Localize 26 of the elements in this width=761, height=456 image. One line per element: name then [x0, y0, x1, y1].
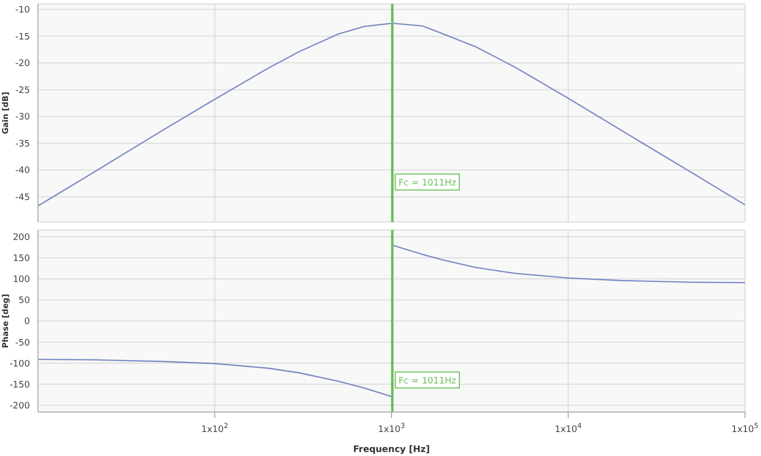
x-tick-label: 1x10$^{3}$: [378, 422, 405, 435]
y-tick-label: 200: [12, 232, 30, 243]
ref-line-label: Fc = 1011Hz: [398, 178, 456, 189]
y-tick-label: -25: [15, 86, 30, 96]
y-tick-label: -20: [15, 59, 30, 70]
y-tick-label: -35: [15, 139, 30, 150]
y-tick-label: -150: [10, 380, 30, 390]
y-tick-label: -10: [15, 6, 30, 16]
ref-line-label: Fc = 1011Hz: [398, 376, 456, 386]
y-axis-title: Gain [dB]: [1, 92, 10, 134]
y-tick-label: -30: [15, 112, 30, 123]
y-tick-label: 100: [12, 275, 30, 286]
y-tick-label: 50: [18, 296, 30, 306]
y-tick-label: 150: [12, 254, 30, 264]
x-tick-label: 1x10$^{5}$: [732, 422, 758, 435]
y-axis-title: Phase [deg]: [1, 294, 10, 348]
y-tick-label: -100: [10, 359, 30, 370]
x-tick-label: 1x10$^{2}$: [201, 422, 228, 435]
x-axis-title: Frequency [Hz]: [353, 445, 430, 455]
y-tick-label: -45: [15, 193, 30, 204]
y-tick-label: -40: [15, 166, 30, 176]
x-tick-label: 1x10$^{4}$: [554, 422, 582, 435]
y-tick-label: -15: [15, 32, 30, 42]
y-tick-label: -200: [10, 401, 30, 412]
y-tick-label: -50: [15, 338, 30, 348]
y-tick-label: 0: [24, 317, 30, 328]
